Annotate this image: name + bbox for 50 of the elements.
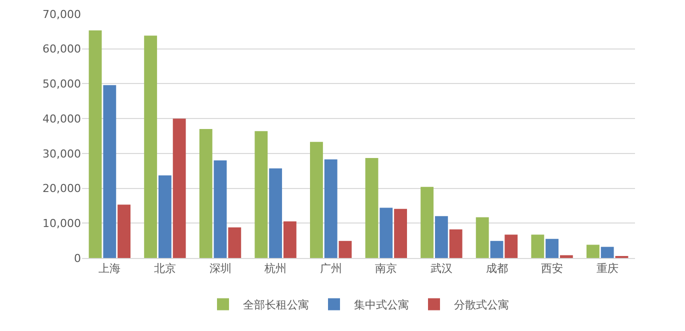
x-tick-label: 武汉 <box>430 262 452 276</box>
x-tick-label: 上海 <box>98 262 121 276</box>
bar <box>283 221 296 258</box>
x-tick-label: 杭州 <box>264 262 287 276</box>
bar <box>310 142 323 258</box>
y-tick-label: 40,000 <box>42 112 81 126</box>
bar <box>324 159 338 258</box>
bar <box>586 244 600 258</box>
y-tick-label: 20,000 <box>42 182 81 196</box>
bar <box>118 204 130 258</box>
x-tick-label: 西安 <box>541 262 564 276</box>
bar <box>380 208 393 258</box>
bar <box>88 30 102 258</box>
bar <box>449 229 462 258</box>
bar <box>228 227 242 258</box>
bar <box>172 118 186 258</box>
x-tick-label: 重庆 <box>596 262 618 276</box>
y-tick-label: 60,000 <box>42 42 81 56</box>
bar <box>103 85 116 258</box>
bar <box>394 208 407 258</box>
bar <box>600 246 614 258</box>
bar <box>338 240 352 258</box>
bar <box>531 234 544 258</box>
x-tick-label: 成都 <box>486 262 508 276</box>
y-tick-label: 70,000 <box>42 8 81 21</box>
bar <box>199 129 212 258</box>
bar <box>214 160 227 258</box>
y-tick-label: 10,000 <box>42 216 81 230</box>
bar <box>144 36 158 258</box>
bar <box>546 238 559 258</box>
bar <box>254 131 268 258</box>
x-tick-label: 深圳 <box>209 262 232 276</box>
bar <box>365 158 378 258</box>
legend-label: 分散式公寓 <box>454 298 509 312</box>
legend-label: 集中式公寓 <box>354 298 409 312</box>
x-tick-label: 广州 <box>320 262 342 276</box>
bar <box>476 217 489 258</box>
bar <box>504 234 518 258</box>
bar <box>560 255 573 258</box>
bar <box>158 175 172 258</box>
y-tick-label: 50,000 <box>42 78 81 91</box>
x-tick-label: 南京 <box>375 262 398 276</box>
y-tick-label: 30,000 <box>42 147 81 160</box>
x-tick-label: 北京 <box>154 262 176 276</box>
bar <box>420 186 434 258</box>
y-tick-label: 0 <box>74 252 81 265</box>
bar <box>434 216 448 258</box>
legend-label: 全部长租公寓 <box>243 298 309 312</box>
bar <box>490 240 504 258</box>
bar <box>269 168 282 258</box>
